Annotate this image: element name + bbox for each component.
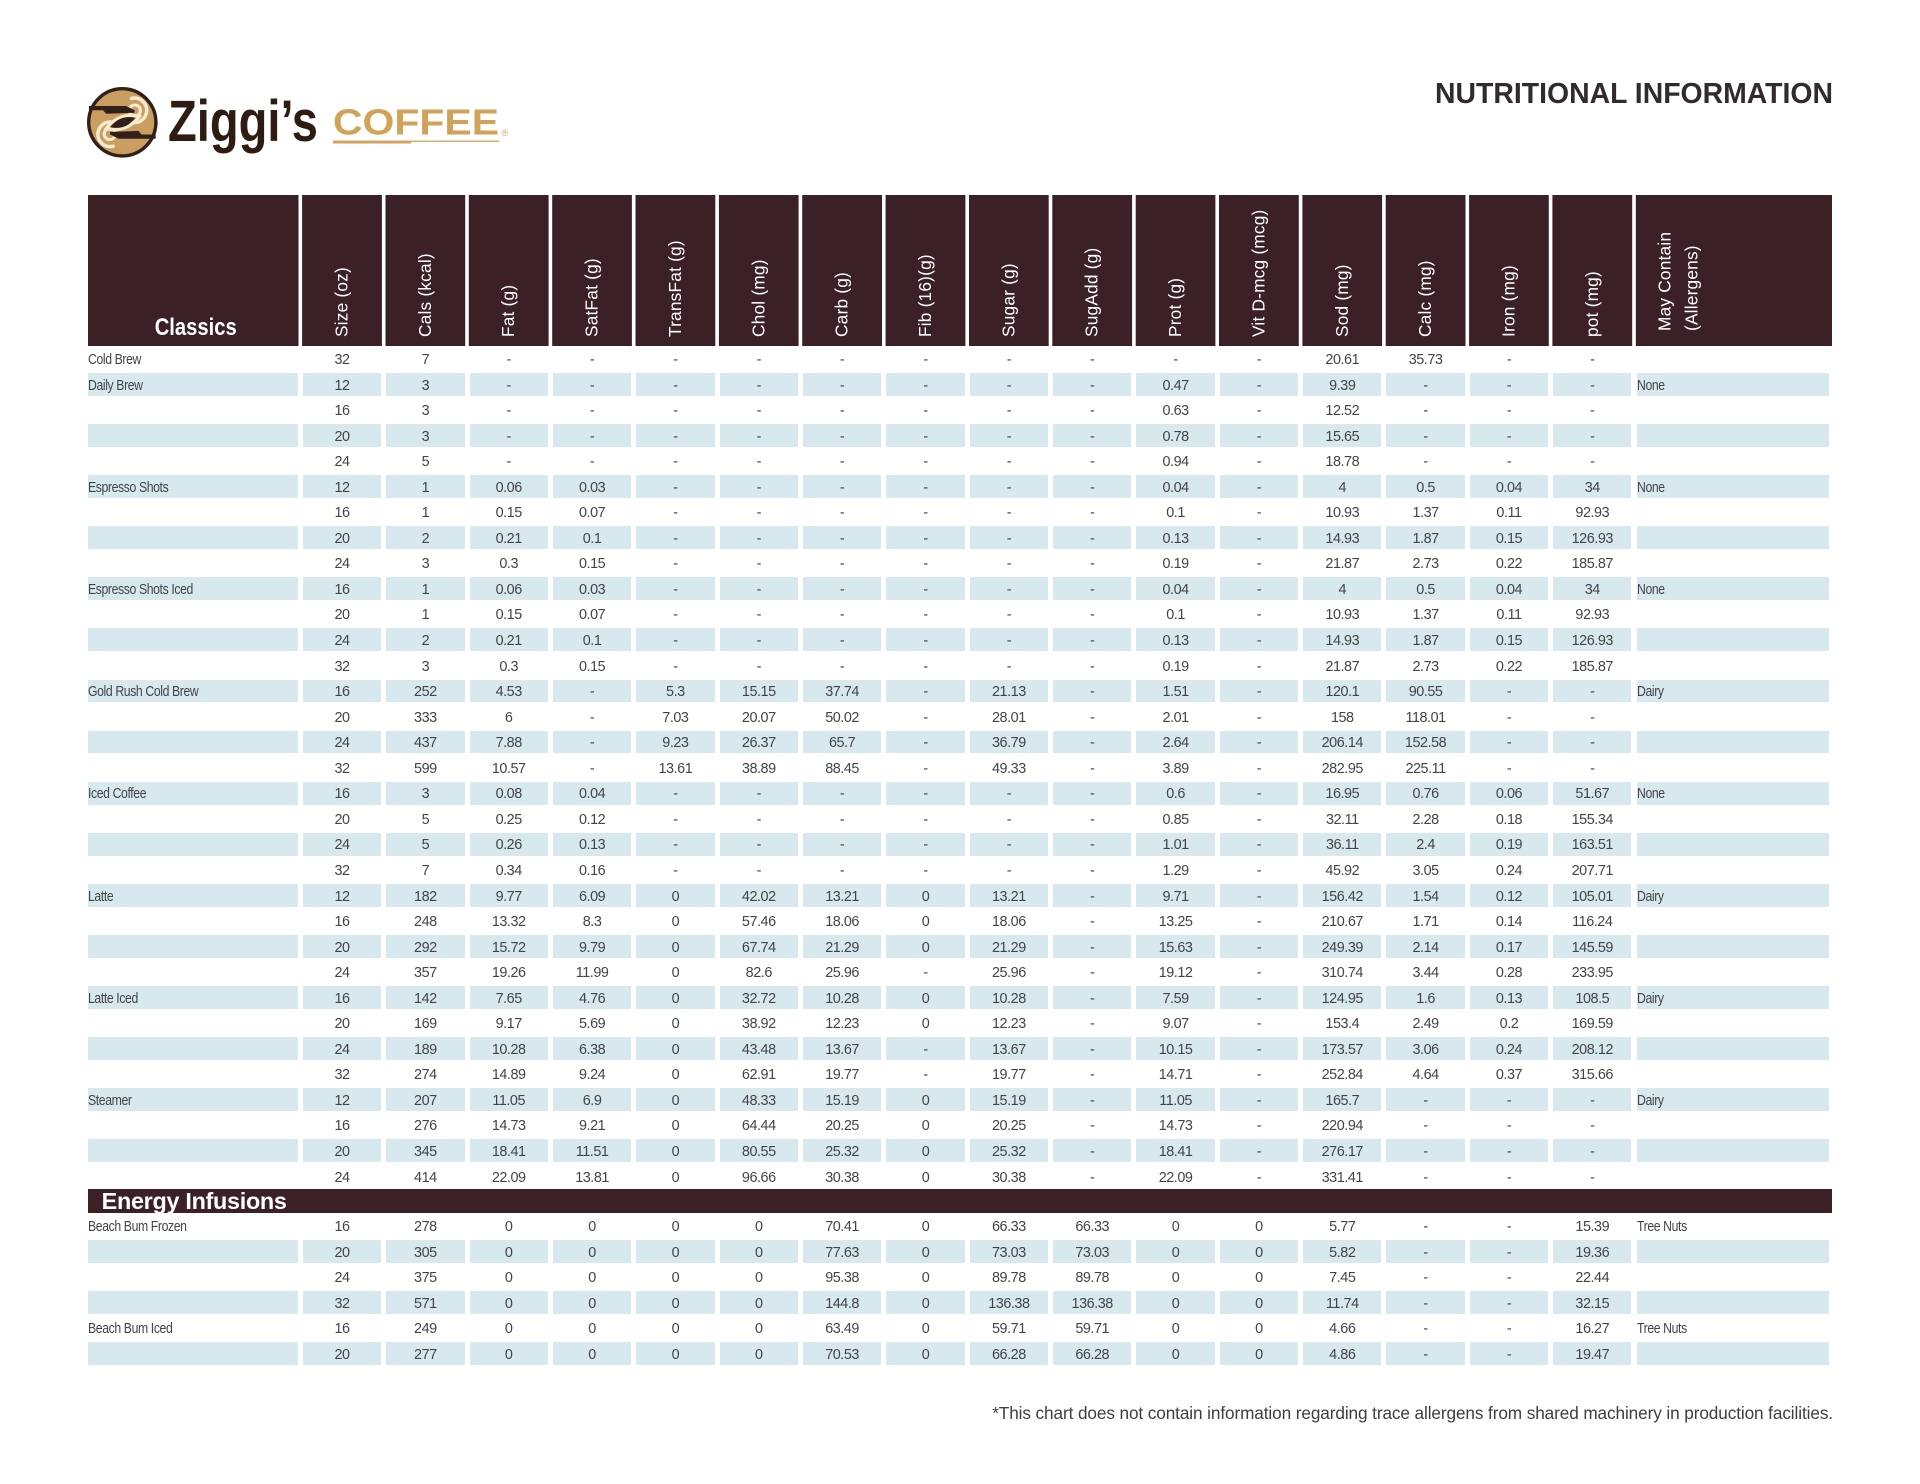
- svg-text:COFFEE: COFFEE: [333, 102, 499, 143]
- svg-text:Carb (g): Carb (g): [832, 272, 852, 337]
- svg-text:Prot (g): Prot (g): [1165, 278, 1185, 337]
- svg-text:Calc (mg): Calc (mg): [1415, 260, 1435, 337]
- svg-text:SatFat (g): SatFat (g): [582, 258, 602, 337]
- svg-text:Chol (mg): Chol (mg): [748, 259, 768, 337]
- svg-text:May Contain: May Contain: [1655, 232, 1675, 331]
- svg-text:Iron (mg): Iron (mg): [1499, 265, 1519, 337]
- svg-text:SugAdd (g): SugAdd (g): [1082, 248, 1102, 337]
- svg-text:Fib (16)(g): Fib (16)(g): [915, 254, 935, 337]
- svg-text:Sod (mg): Sod (mg): [1332, 264, 1352, 337]
- svg-text:(Allergens): (Allergens): [1682, 245, 1702, 331]
- svg-text:Size (oz): Size (oz): [332, 267, 352, 337]
- svg-text:Sugar (g): Sugar (g): [998, 263, 1018, 337]
- svg-text:Classics: Classics: [155, 314, 237, 341]
- svg-text:Fat (g): Fat (g): [498, 285, 518, 337]
- svg-text:Ziggi’s: Ziggi’s: [168, 89, 318, 154]
- svg-text:®: ®: [502, 128, 509, 138]
- svg-text:Cals (kcal): Cals (kcal): [415, 253, 435, 337]
- svg-text:Vit D-mcg (mcg): Vit D-mcg (mcg): [1248, 210, 1268, 338]
- svg-text:pot (mg): pot (mg): [1582, 271, 1602, 337]
- svg-text:TransFat (g): TransFat (g): [665, 240, 685, 337]
